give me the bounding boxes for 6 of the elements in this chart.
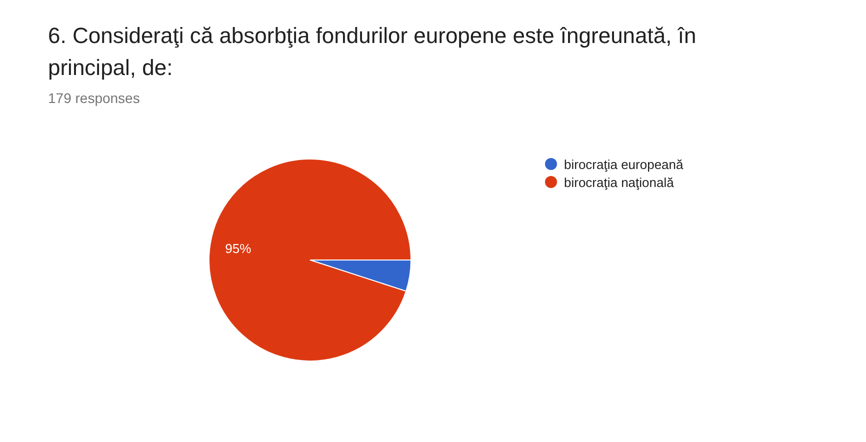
- legend-label: birocraţia europeană: [564, 156, 684, 172]
- text: 179 responses: [48, 90, 140, 106]
- chart-title: 6. Consideraţi că absorbţia fondurilor europene este îngreunată, în principal, de:: [48, 22, 698, 82]
- legend-label: birocraţia naţională: [564, 174, 674, 190]
- data-label: 95%: [225, 241, 252, 256]
- pie-slice: [208, 158, 412, 362]
